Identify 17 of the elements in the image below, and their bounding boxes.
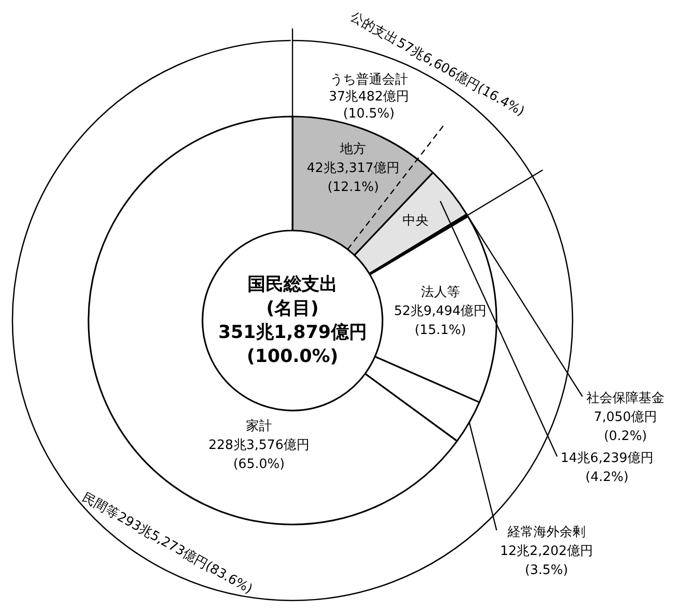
data-label: 12兆2,202億円 (3.5%) [500,544,593,578]
data-label: 42兆3,317億円 (12.1%) [306,160,400,195]
slice-label: 地方 [339,140,366,157]
text: 351兆1,879億円 (100.0%) [218,322,367,367]
category-label: うち普通会計 [330,72,408,88]
data-label: 7,050億円 (0.2%) [594,410,658,444]
slice-label: 法人等 [420,284,460,300]
data-label: 228兆3,576億円 (65.0%) [208,438,310,472]
text: 国民総支出 [248,274,338,295]
data-label: 52兆9,494億円 (15.1%) [394,304,487,338]
slice-label: 経常海外余剰 [506,524,586,540]
slice-label: 中央 [402,214,429,229]
slice-label: 家計 [246,418,272,434]
data-label: 14兆6,239億円 (4.2%) [560,451,654,485]
slice-label: 社会保障基金 [586,391,664,406]
data-label: 37兆482億円 (10.5%) [328,90,410,122]
text: (名目) [266,298,319,319]
